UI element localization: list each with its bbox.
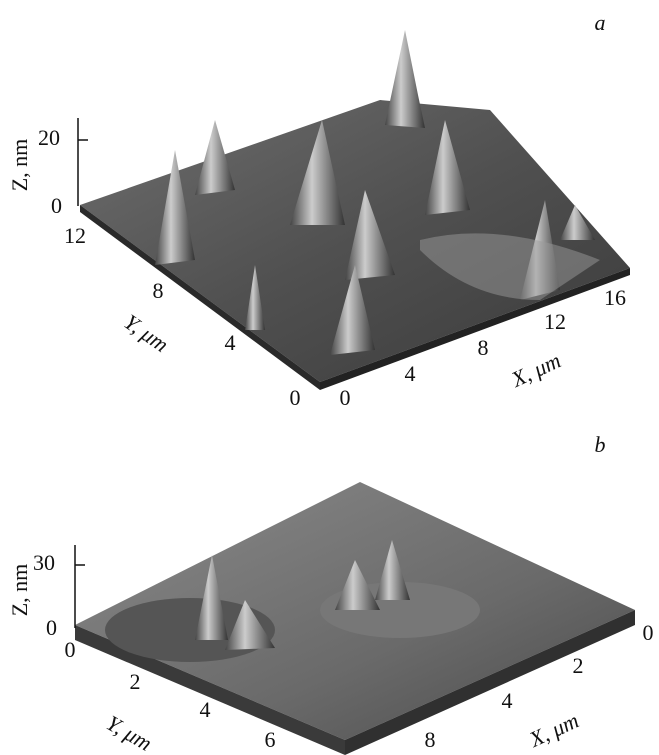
x-axis-title: X, μm	[524, 708, 582, 753]
y-axis-title: Y, μm	[102, 710, 156, 755]
z-tick-label: 30	[33, 550, 55, 575]
x-tick-label: 4	[405, 361, 416, 386]
z-tick-label: 20	[38, 125, 60, 150]
x-tick-label: 8	[425, 727, 436, 752]
y-axis-title: Y, μm	[120, 309, 174, 357]
x-tick-label: 8	[478, 335, 489, 360]
x-axis-title: X, μm	[506, 348, 564, 393]
y-tick-label: 6	[265, 727, 276, 752]
z-axis-title: Z, nm	[7, 564, 32, 617]
figure: aZ, nm200Y, μm12840X, μm0481216bZ, nm300…	[0, 0, 659, 755]
y-tick-label: 12	[64, 223, 86, 248]
x-tick-label: 16	[604, 285, 626, 310]
z-axis-title: Z, nm	[7, 139, 32, 192]
x-tick-label: 4	[502, 688, 513, 713]
y-tick-label: 4	[225, 330, 236, 355]
y-tick-label: 8	[153, 278, 164, 303]
x-tick-label: 12	[544, 309, 566, 334]
panel-label: a	[595, 10, 606, 35]
x-tick-label: 0	[340, 385, 351, 410]
y-tick-label: 4	[200, 697, 211, 722]
surface-b	[75, 482, 635, 755]
z-tick-label: 0	[51, 193, 62, 218]
y-tick-label: 0	[290, 385, 301, 410]
x-tick-label: 2	[573, 653, 584, 678]
y-tick-label: 2	[130, 669, 141, 694]
y-tick-label: 0	[65, 637, 76, 662]
panel-label: b	[595, 432, 606, 457]
z-tick-label: 0	[46, 615, 57, 640]
x-tick-label: 0	[643, 620, 654, 645]
